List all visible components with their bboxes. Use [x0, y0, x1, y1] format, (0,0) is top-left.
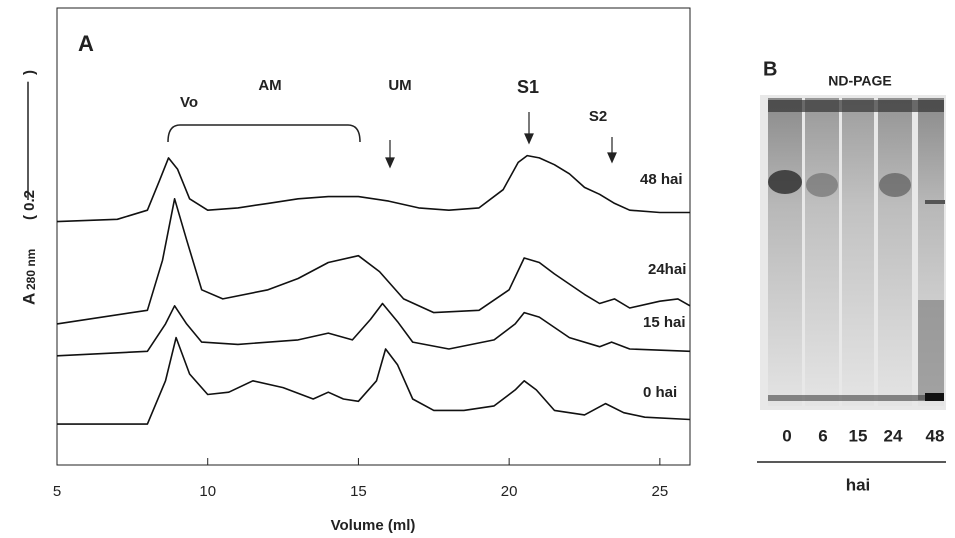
gel-title: ND-PAGE [828, 73, 892, 89]
scale-close: ) [21, 70, 38, 75]
lane-label: 0 [782, 426, 791, 445]
annotation: UM [388, 77, 411, 94]
gel-image [760, 95, 946, 410]
lane-label: 24 [884, 426, 903, 445]
plot-frame [57, 8, 690, 465]
trace [57, 304, 690, 356]
x-tick-label: 5 [53, 483, 61, 500]
trace [57, 199, 690, 324]
lane-label: 48 [926, 426, 945, 445]
gel-unit: hai [846, 475, 871, 494]
lane-label: 6 [818, 426, 827, 445]
scale-label: ( 0.2 [21, 190, 38, 220]
annotation: AM [258, 77, 281, 94]
x-tick-label: 10 [199, 483, 216, 500]
x-tick-label: 25 [652, 483, 669, 500]
y-label-sub: 280 nm [24, 249, 38, 290]
figure: A Vo AM UM S1 S2 Volume (ml) A 280 nm ( … [0, 0, 955, 538]
x-tick-label: 20 [501, 483, 518, 500]
annotation: S2 [589, 108, 607, 125]
annotation: Vo [180, 94, 198, 111]
panel-label: B [763, 58, 777, 80]
page: A Vo AM UM S1 S2 Volume (ml) A 280 nm ( … [0, 0, 955, 538]
panel-label: A [78, 31, 94, 56]
y-label-main: A [19, 293, 38, 305]
series-label: 0 hai [643, 384, 677, 401]
series-label: 48 hai [640, 171, 683, 188]
series-label: 24hai [648, 261, 686, 278]
x-tick-label: 15 [350, 483, 367, 500]
arrows [386, 112, 616, 167]
y-axis-label: A 280 nm ( 0.2 ) [19, 70, 38, 305]
annotation: S1 [517, 77, 539, 97]
bracket [168, 125, 360, 142]
lane-label: 15 [849, 426, 868, 445]
series-label: 15 hai [643, 314, 686, 331]
x-axis-label: Volume (ml) [331, 517, 416, 534]
trace [57, 338, 690, 425]
trace [57, 156, 690, 222]
